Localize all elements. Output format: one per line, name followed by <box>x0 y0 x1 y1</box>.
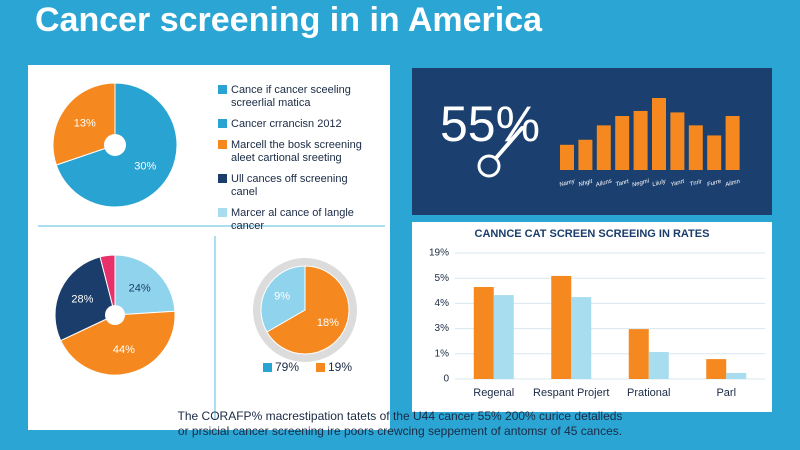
x-tick-label: Furre <box>707 179 723 189</box>
x-tick-label: Parl <box>716 387 736 399</box>
legend-text: screerlial matica <box>231 97 311 109</box>
legend-label: 79% <box>275 360 299 374</box>
footer-text: or prsicial cancer screening ire poors c… <box>178 424 622 438</box>
y-tick-label: 5% <box>435 273 450 284</box>
slice-label: 24% <box>129 283 151 295</box>
bar <box>578 139 593 170</box>
pie-slice <box>260 265 306 333</box>
slice-label: 30% <box>134 161 156 173</box>
bar <box>615 116 630 170</box>
bar <box>551 275 572 379</box>
bar <box>493 295 514 379</box>
bar <box>628 329 649 379</box>
y-tick-label: 0 <box>443 374 449 385</box>
pie-slice <box>52 82 116 166</box>
chart-title: CANNCE CAT SCREEN SCREEING IN RATES <box>475 228 710 240</box>
pie-slice <box>99 254 116 316</box>
slice-label: 44% <box>113 344 135 356</box>
bar <box>648 352 669 379</box>
slice-label: 18% <box>317 317 339 329</box>
bar <box>571 297 592 379</box>
page-title: Cancer screening in in America <box>35 1 543 39</box>
x-tick-label: Regenal <box>473 387 514 399</box>
legend-swatch <box>263 363 272 372</box>
x-tick-label: Negmi <box>632 178 651 188</box>
x-tick-label: Namy <box>559 178 577 188</box>
bar <box>725 116 740 170</box>
x-tick-label: Yanrt <box>670 179 685 188</box>
legend-swatch <box>218 208 227 217</box>
x-tick-label: Ailuns <box>594 179 612 189</box>
bar <box>473 287 494 379</box>
x-tick-label: Respant Projert <box>533 387 609 399</box>
legend-text: cancer <box>231 220 264 232</box>
magnifier-icon <box>477 154 501 178</box>
legend-swatch <box>218 85 227 94</box>
slice-label: 13% <box>74 117 96 129</box>
bar <box>706 359 727 379</box>
pie-slice <box>54 256 116 342</box>
legend-text: Marcell the bosk screening <box>231 139 362 151</box>
legend-text: Cance if cancer sceeling <box>231 84 351 96</box>
legend-swatch <box>218 174 227 183</box>
y-tick-label: 19% <box>429 248 449 259</box>
pie-hole <box>105 305 125 325</box>
x-tick-label: Liiuly <box>652 179 668 189</box>
footer-text: The CORAFP% macrestipation tatets of the… <box>178 409 623 423</box>
pie-slice <box>114 254 176 316</box>
slice-label: 28% <box>71 294 93 306</box>
bar <box>633 110 648 170</box>
pie-hole <box>104 134 126 156</box>
rates-panel <box>412 222 772 412</box>
bar <box>707 135 722 170</box>
headline-stat: 55% <box>440 96 540 152</box>
legend-swatch <box>218 119 227 128</box>
x-tick-label: Tanrt <box>615 179 630 188</box>
magnifier-handle <box>494 126 524 160</box>
legend-label: 19% <box>328 360 352 374</box>
x-tick-label: Nhgit <box>578 179 593 189</box>
bar <box>560 144 574 170</box>
legend-text: Ull cances off screening <box>231 173 348 185</box>
legend-text: Marcer al cance of langle <box>231 207 354 219</box>
bar <box>596 125 611 170</box>
bar <box>726 372 747 379</box>
slice-label: 9% <box>274 291 290 303</box>
bar <box>670 112 685 170</box>
x-tick-label: Prational <box>627 387 670 399</box>
y-tick-label: 4% <box>435 298 450 309</box>
legend-swatch <box>316 363 325 372</box>
pie-slice <box>266 265 350 355</box>
y-tick-label: 3% <box>435 323 450 334</box>
x-tick-label: Ailmn <box>724 179 742 189</box>
y-tick-label: 1% <box>435 348 450 359</box>
legend-text: canel <box>231 186 257 198</box>
legend-text: aleet cartional sreeting <box>231 152 342 164</box>
x-tick-label: Tnrir <box>689 179 703 188</box>
legend-text: Cancer crrancisn 2012 <box>231 118 342 130</box>
bar <box>688 125 703 170</box>
bar <box>652 98 666 170</box>
legend-swatch <box>218 140 227 149</box>
